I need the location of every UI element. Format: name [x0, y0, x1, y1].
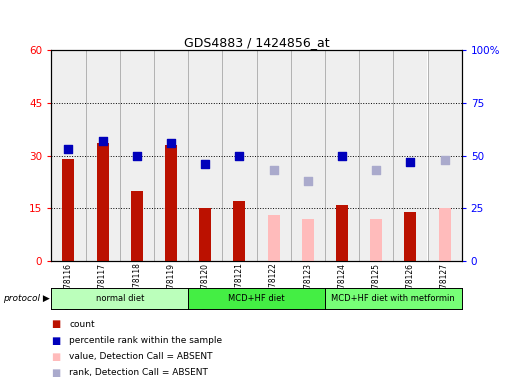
Point [235, 152, 244, 159]
Bar [165, 145, 177, 261]
Bar [63, 159, 74, 261]
Text: protocol ▶: protocol ▶ [3, 294, 49, 303]
Text: count: count [69, 320, 95, 329]
Point [372, 167, 380, 174]
Bar [86, 50, 120, 261]
Text: ■: ■ [51, 319, 61, 329]
Text: rank, Detection Call = ABSENT: rank, Detection Call = ABSENT [69, 368, 208, 377]
Bar [188, 50, 222, 261]
Point [441, 157, 449, 163]
Point [406, 159, 415, 165]
Text: ■: ■ [51, 352, 61, 362]
Bar [96, 143, 109, 261]
Bar [404, 212, 417, 261]
Bar [439, 209, 450, 261]
Bar [51, 50, 86, 261]
Point [167, 140, 175, 146]
Bar [359, 50, 393, 261]
Bar [302, 219, 314, 261]
Point [304, 178, 312, 184]
Text: value, Detection Call = ABSENT: value, Detection Call = ABSENT [69, 352, 213, 361]
Bar [325, 50, 359, 261]
Point [64, 146, 72, 152]
Bar [154, 50, 188, 261]
Text: MCD+HF diet: MCD+HF diet [228, 294, 285, 303]
Bar [256, 50, 291, 261]
Bar [131, 191, 143, 261]
Text: normal diet: normal diet [95, 294, 144, 303]
Title: GDS4883 / 1424856_at: GDS4883 / 1424856_at [184, 36, 329, 49]
Text: percentile rank within the sample: percentile rank within the sample [69, 336, 222, 345]
Bar [268, 215, 280, 261]
Point [98, 138, 107, 144]
Point [201, 161, 209, 167]
Bar [120, 50, 154, 261]
Bar [199, 209, 211, 261]
Bar [427, 50, 462, 261]
Bar [233, 201, 245, 261]
Bar [291, 50, 325, 261]
Bar [336, 205, 348, 261]
Text: ■: ■ [51, 368, 61, 378]
Point [133, 152, 141, 159]
Text: MCD+HF diet with metformin: MCD+HF diet with metformin [331, 294, 455, 303]
Text: ■: ■ [51, 336, 61, 346]
Point [338, 152, 346, 159]
Bar [370, 219, 382, 261]
Bar [393, 50, 427, 261]
Bar [222, 50, 256, 261]
Point [269, 167, 278, 174]
